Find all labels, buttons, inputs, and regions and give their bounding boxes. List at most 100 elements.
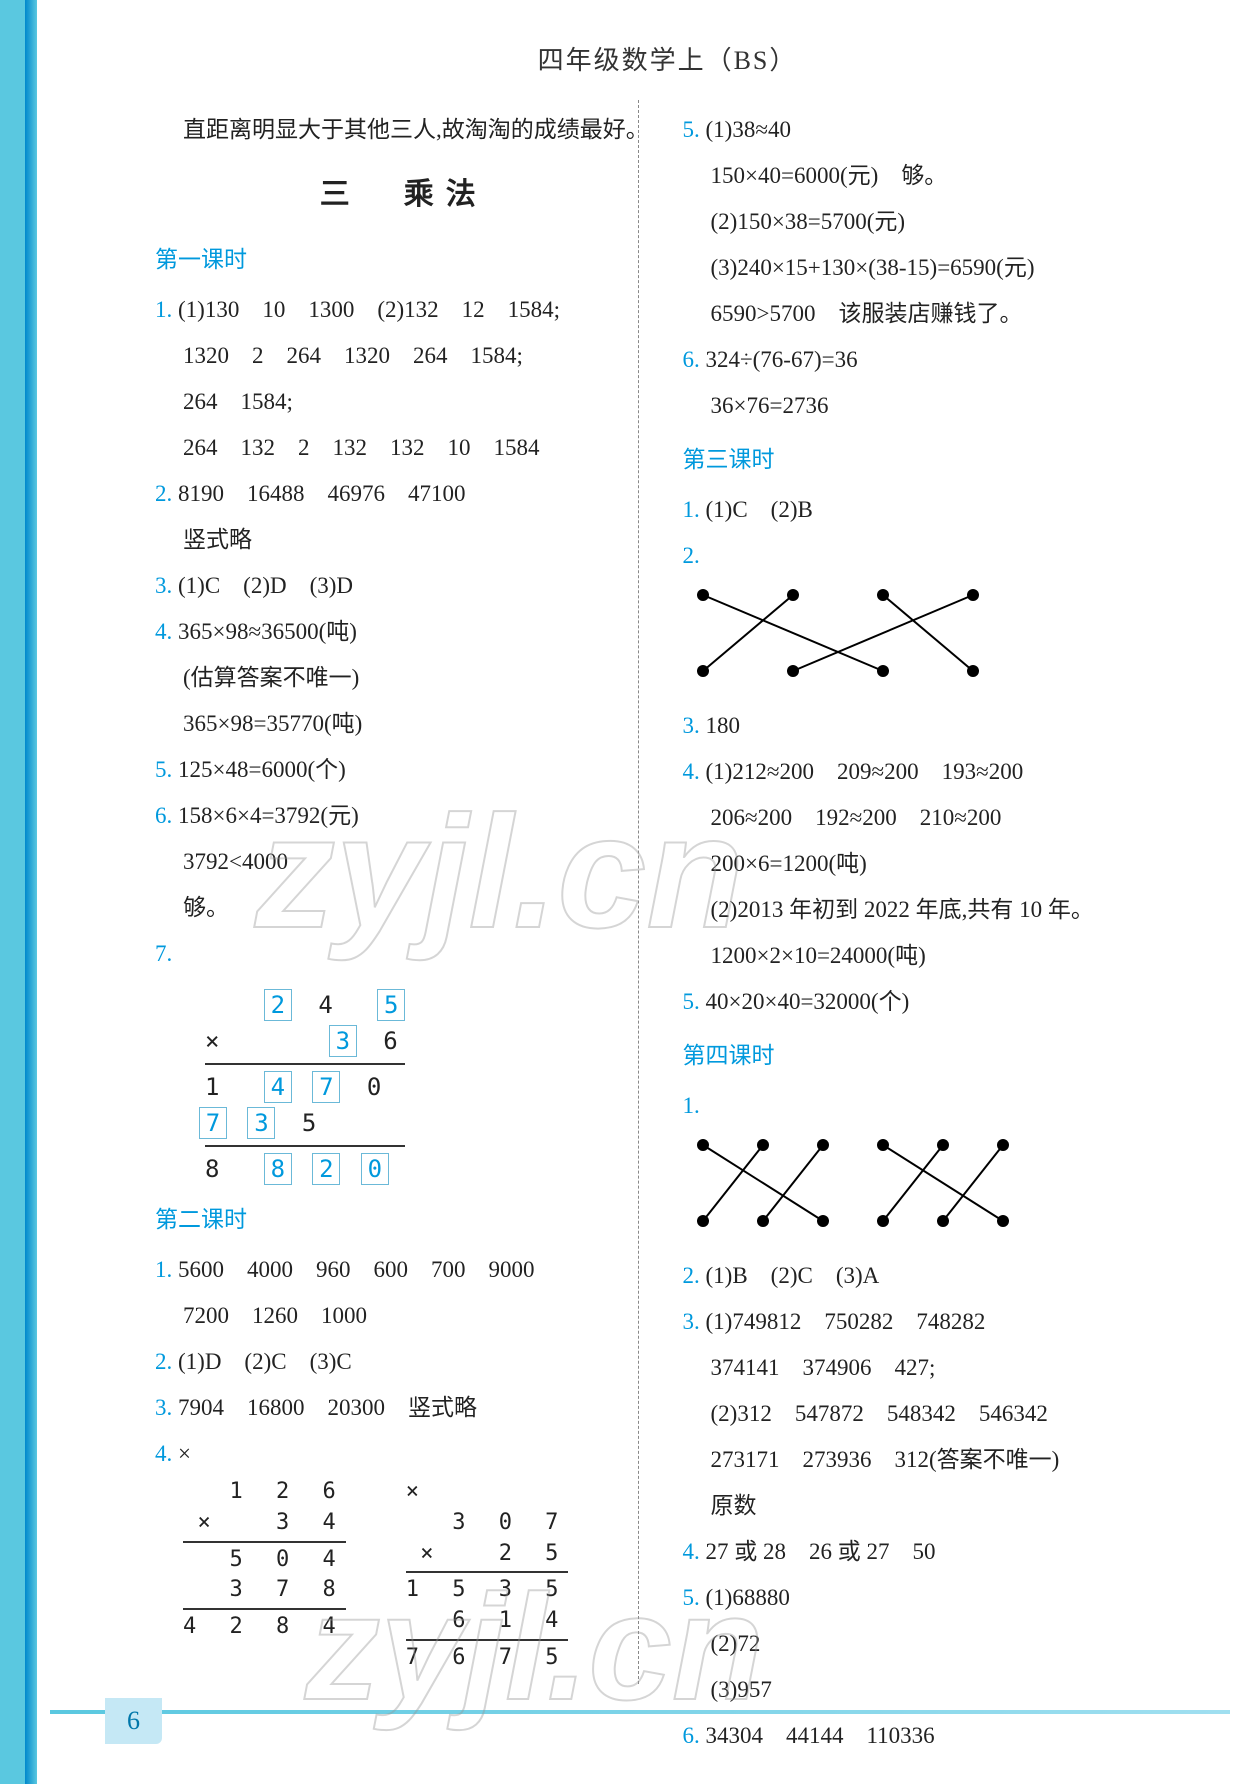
l4-q6: 6. 34304 44144 110336 [683,1713,1181,1759]
row: 4 2 8 4 [183,1612,346,1643]
l2-q4-mults: 1 2 6 × 3 4 5 0 4 3 7 8 4 2 8 4 × 3 0 7 … [183,1477,653,1674]
r-q5e: 6590>5700 该服装店赚钱了。 [683,291,1181,337]
l1-q2b: 竖式略 [155,517,653,563]
row: 1 2 6 [183,1477,346,1508]
l3-q5: 5. 40×20×40=32000(个) [683,979,1181,1025]
l1-q1a: 1. (1)130 10 1300 (2)132 12 1584; [155,287,653,333]
row: × 3 4 [183,1508,346,1539]
l1-q2a: 2. 8190 16488 46976 47100 [155,471,653,517]
content-columns: 直距离明显大于其他三人,故淘淘的成绩最好。 三 乘法 第一课时 1. (1)13… [155,107,1180,1759]
row: × 2 5 [406,1539,569,1570]
l1-q4a: 4. 365×98≈36500(吨) [155,609,653,655]
l4-q3b: 374141 374906 427; [683,1345,1181,1391]
vm-right: × 3 0 7 × 2 5 1 5 3 5 6 1 4 7 6 7 5 [406,1477,569,1674]
rule [406,1639,569,1641]
row: 6 1 4 [406,1606,569,1637]
row: 1 5 3 5 [406,1575,569,1606]
l4-q3d: 273171 273936 312(答案不唯一) [683,1437,1181,1483]
l2-q4: 4. × [155,1431,653,1477]
l1-q4b: (估算答案不唯一) [155,655,653,701]
r-q5b: 150×40=6000(元) 够。 [683,153,1181,199]
page-header: 四年级数学上（BS） [155,40,1180,77]
text: 5600 4000 960 600 700 9000 [178,1257,535,1282]
text: 34304 44144 110336 [706,1723,935,1748]
page: 四年级数学上（BS） 直距离明显大于其他三人,故淘淘的成绩最好。 三 乘法 第一… [0,0,1250,1784]
intro-text: 直距离明显大于其他三人,故淘淘的成绩最好。 [155,107,653,153]
text: (1)38≈40 [706,117,791,142]
text: (1)749812 750282 748282 [706,1309,986,1334]
text: 125×48=6000(个) [178,757,346,782]
text: (1)B (2)C (3)A [706,1263,880,1288]
l2-q1a: 1. 5600 4000 960 600 700 9000 [155,1247,653,1293]
rule [183,1541,346,1543]
l2-q2: 2. (1)D (2)C (3)C [155,1339,653,1385]
text: (1)130 10 1300 (2)132 12 1584; [178,297,560,322]
section-title: 三 乘法 [155,165,653,225]
l4-q5c: (3)957 [683,1667,1181,1713]
l3-q4d: (2)2013 年初到 2022 年底,共有 10 年。 [683,887,1181,933]
column-divider [638,100,639,1684]
l1-q1b: 1320 2 264 1320 264 1584; [155,333,653,379]
text: (1)D (2)C (3)C [178,1349,352,1374]
l4-q1-match [683,1133,1043,1233]
l1-q1d: 264 132 2 132 132 10 1584 [155,425,653,471]
text: 158×6×4=3792(元) [178,803,359,828]
l4-q3c: (2)312 547872 548342 546342 [683,1391,1181,1437]
l4-q3a: 3. (1)749812 750282 748282 [683,1299,1181,1345]
row: 3 7 8 [183,1575,346,1606]
r-q5a: 5. (1)38≈40 [683,107,1181,153]
l1-q5: 5. 125×48=6000(个) [155,747,653,793]
mark: × [406,1479,429,1504]
text: 365×98≈36500(吨) [178,619,357,644]
l1-q6b: 3792<4000 [155,839,653,885]
l4-q4: 4. 27 或 28 26 或 27 50 [683,1529,1181,1575]
l4-q5a: 5. (1)68880 [683,1575,1181,1621]
left-column: 直距离明显大于其他三人,故淘淘的成绩最好。 三 乘法 第一课时 1. (1)13… [155,107,653,1759]
l1-q4c: 365×98=35770(吨) [155,701,653,747]
text: 180 [706,713,741,738]
bottom-border [50,1710,1230,1714]
l3-q3: 3. 180 [683,703,1181,749]
l2-q3: 3. 7904 16800 20300 竖式略 [155,1385,653,1431]
l3-q2-match [683,583,1043,683]
rule [406,1571,569,1573]
row: 3 0 7 [406,1508,569,1539]
l1-q3: 3. (1)C (2)D (3)D [155,563,653,609]
vm-left: 1 2 6 × 3 4 5 0 4 3 7 8 4 2 8 4 [183,1477,346,1674]
row: 5 0 4 [183,1545,346,1576]
l3-q4b: 206≈200 192≈200 210≈200 [683,795,1181,841]
text: 324÷(76-67)=36 [706,347,858,372]
text: (1)212≈200 209≈200 193≈200 [706,759,1024,784]
l1-q7: 7. [155,931,653,977]
text: 40×20×40=32000(个) [706,989,910,1014]
row: 7 6 7 5 [406,1643,569,1674]
l3-q4e: 1200×2×10=24000(吨) [683,933,1181,979]
l4-q5b: (2)72 [683,1621,1181,1667]
text: (1)C (2)D (3)D [178,573,353,598]
l3-q4a: 4. (1)212≈200 209≈200 193≈200 [683,749,1181,795]
text: (1)C (2)B [706,497,813,522]
text: 7904 16800 20300 竖式略 [178,1395,477,1420]
lesson4-title: 第四课时 [683,1033,1181,1079]
r-q5d: (3)240×15+130×(38-15)=6590(元) [683,245,1181,291]
text: 8190 16488 46976 47100 [178,481,466,506]
l1-q7-grid: 2 4 5 × 3 6 1 4 7 0 7 3 5 8 8 2 0 [205,987,653,1187]
lesson2-title: 第二课时 [155,1197,653,1243]
l3-q4c: 200×6=1200(吨) [683,841,1181,887]
rule [183,1608,346,1610]
r-q6b: 36×76=2736 [683,383,1181,429]
l1-q6a: 6. 158×6×4=3792(元) [155,793,653,839]
r-q6a: 6. 324÷(76-67)=36 [683,337,1181,383]
l1-q6c: 够。 [155,885,653,931]
l4-q2: 2. (1)B (2)C (3)A [683,1253,1181,1299]
l1-q1c: 264 1584; [155,379,653,425]
l4-q3e: 原数 [683,1483,1181,1529]
l4-q1: 1. [683,1083,1181,1129]
lesson1-title: 第一课时 [155,237,653,283]
r-q5c: (2)150×38=5700(元) [683,199,1181,245]
l2-q1b: 7200 1260 1000 [155,1293,653,1339]
text: (1)68880 [706,1585,790,1610]
l3-q2: 2. [683,533,1181,579]
right-column: 5. (1)38≈40 150×40=6000(元) 够。 (2)150×38=… [683,107,1181,1759]
text: 27 或 28 26 或 27 50 [706,1539,936,1564]
